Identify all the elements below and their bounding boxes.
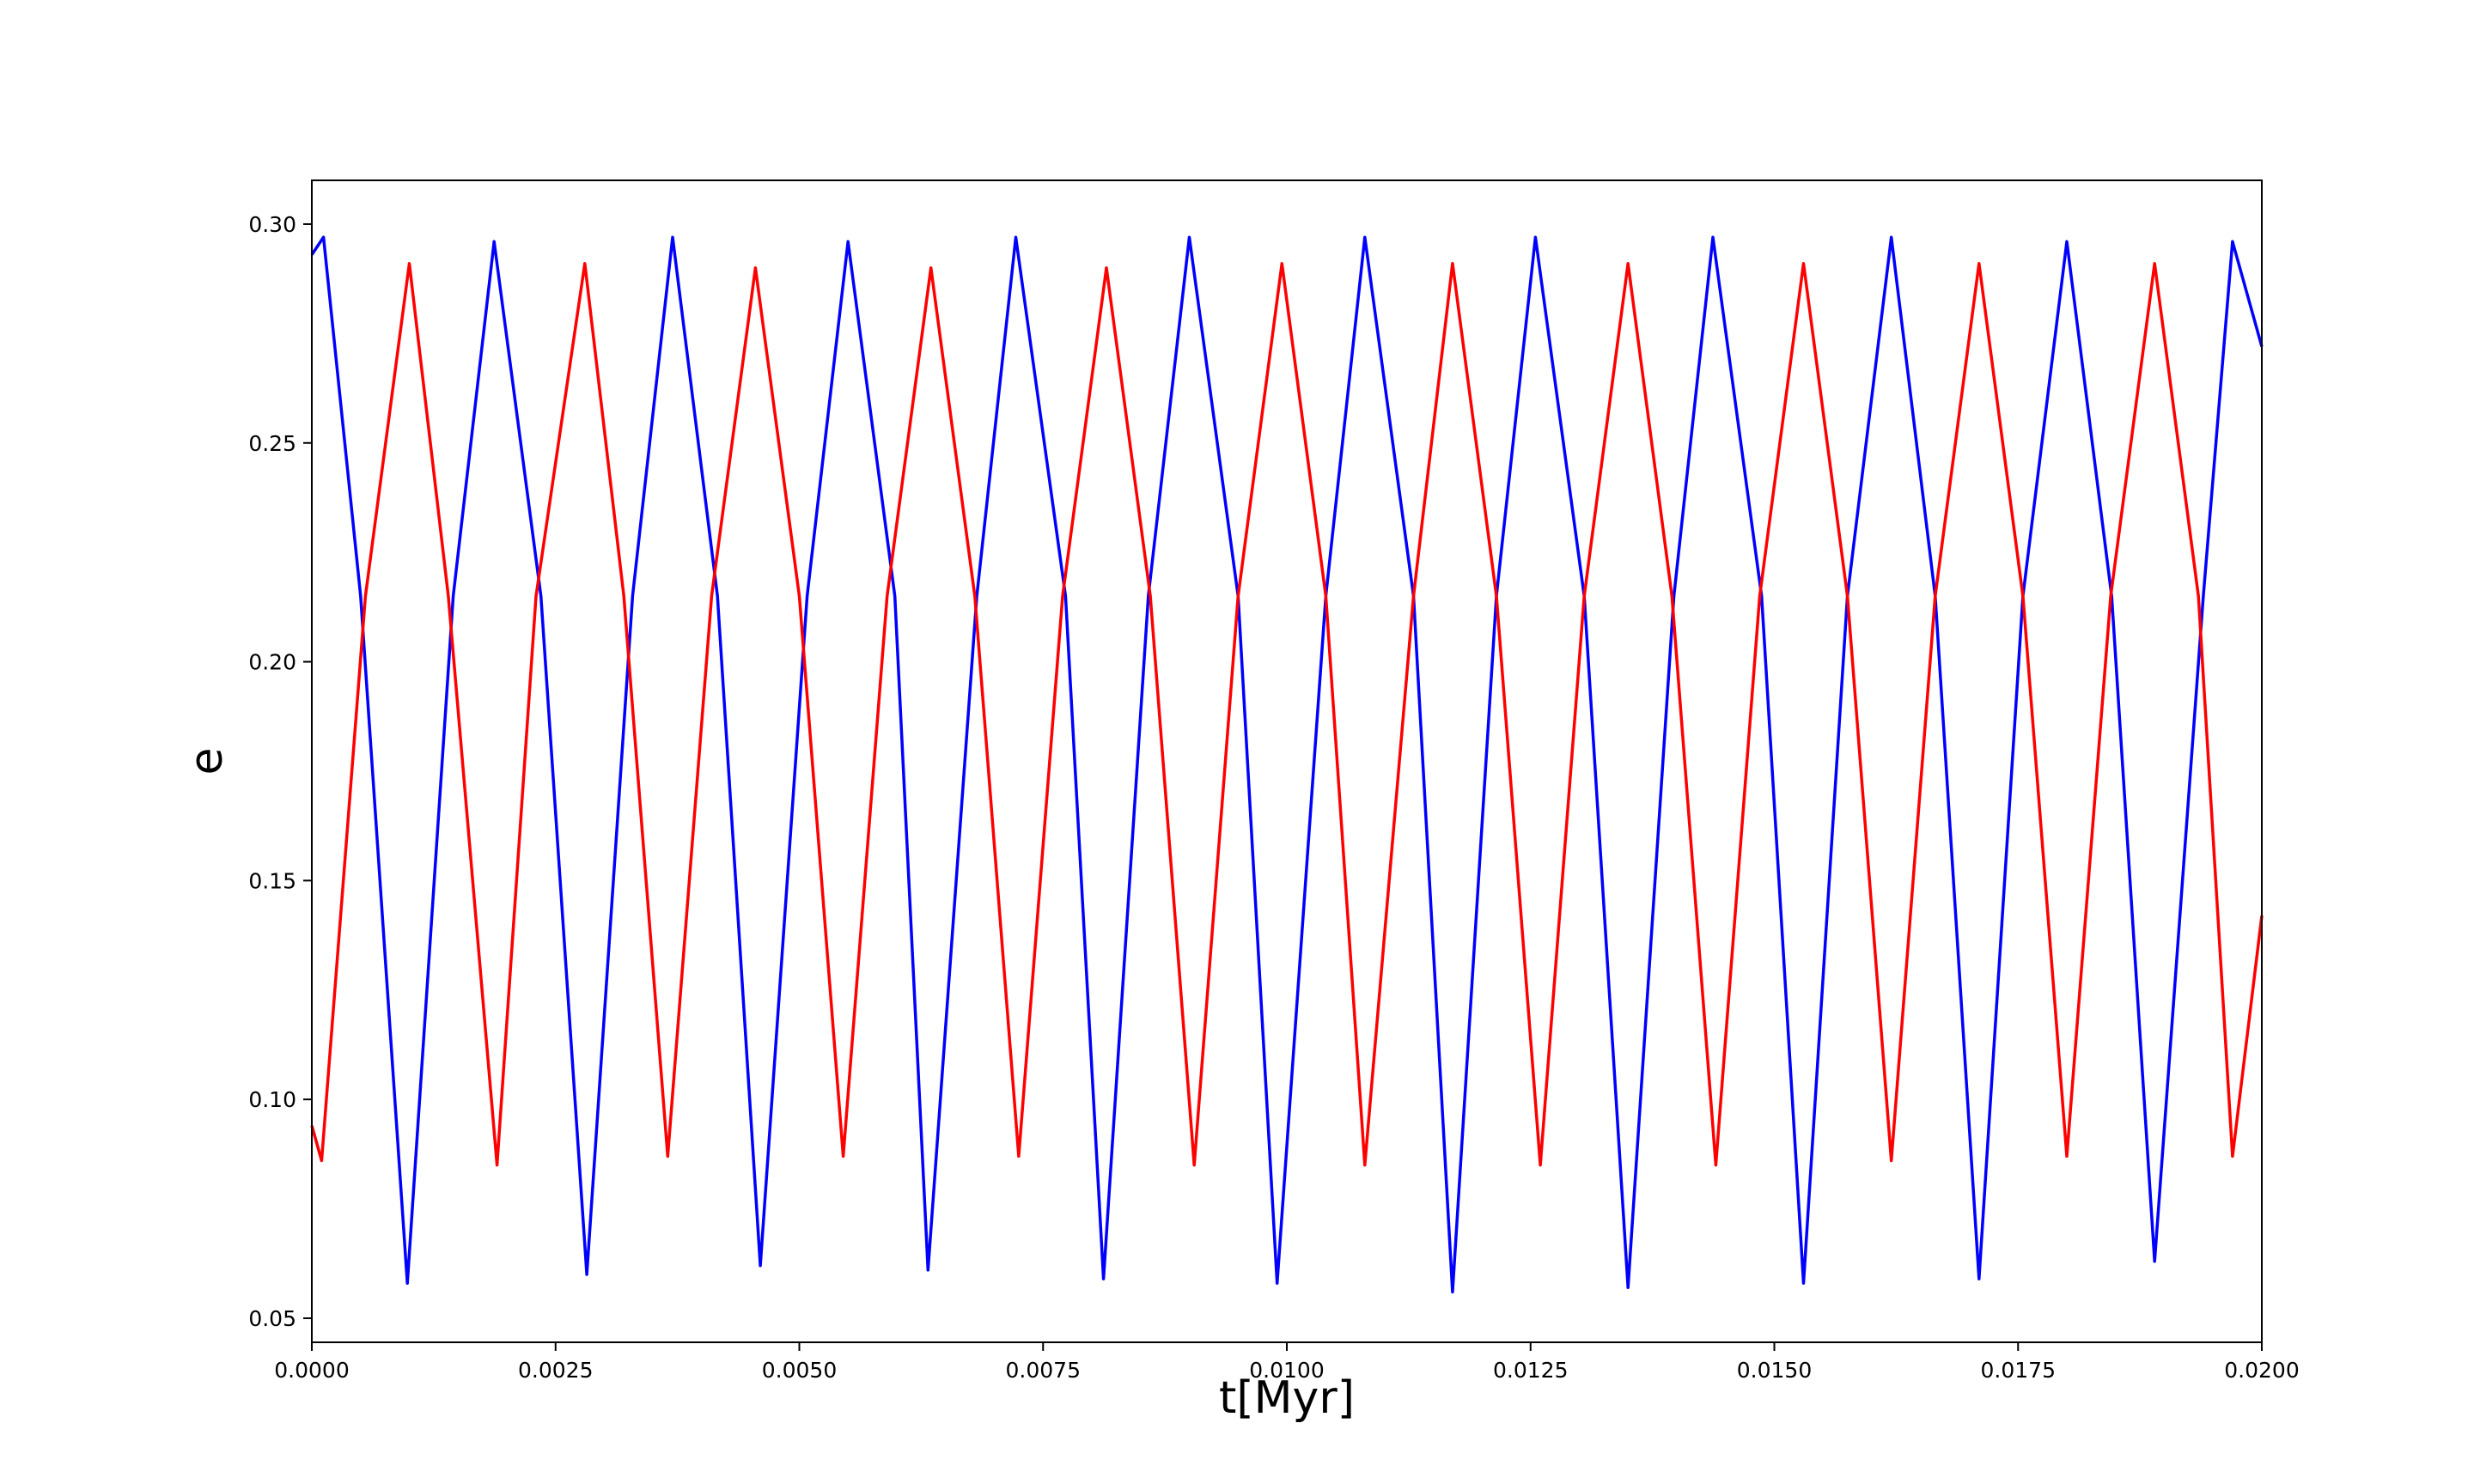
y-tick-label: 0.25 xyxy=(248,431,296,456)
x-axis-title: t[Myr] xyxy=(1219,1372,1355,1424)
x-tick-label: 0.0200 xyxy=(2224,1358,2299,1383)
series-layer xyxy=(310,235,2264,1294)
y-tick-label: 0.05 xyxy=(248,1306,296,1331)
x-tick-label: 0.0000 xyxy=(274,1358,349,1383)
y-tick-label: 0.15 xyxy=(248,868,296,893)
y-tick-label: 0.20 xyxy=(248,650,296,675)
y-axis-title: e xyxy=(181,748,233,775)
series-line-2 xyxy=(310,262,2264,1167)
x-tick-label: 0.0075 xyxy=(1006,1358,1081,1383)
x-tick-label: 0.0150 xyxy=(1737,1358,1812,1383)
y-tick-label: 0.10 xyxy=(248,1087,296,1112)
x-tick-label: 0.0050 xyxy=(762,1358,837,1383)
y-tick-label: 0.30 xyxy=(248,212,296,237)
series-line-1 xyxy=(310,235,2264,1294)
x-tick-label: 0.0175 xyxy=(1981,1358,2056,1383)
y-axis: 0.05 0.10 0.15 0.20 0.25 0.30 xyxy=(248,212,312,1331)
x-tick-label: 0.0125 xyxy=(1493,1358,1568,1383)
x-axis: 0.0000 0.0025 0.0050 0.0075 0.0100 0.0125 0.01… xyxy=(274,1342,2300,1383)
x-tick-label: 0.0025 xyxy=(518,1358,593,1383)
x-tick-label: 0.0100 xyxy=(1249,1358,1324,1383)
